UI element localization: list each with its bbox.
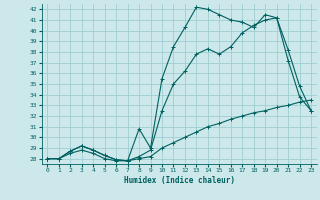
X-axis label: Humidex (Indice chaleur): Humidex (Indice chaleur) bbox=[124, 176, 235, 185]
